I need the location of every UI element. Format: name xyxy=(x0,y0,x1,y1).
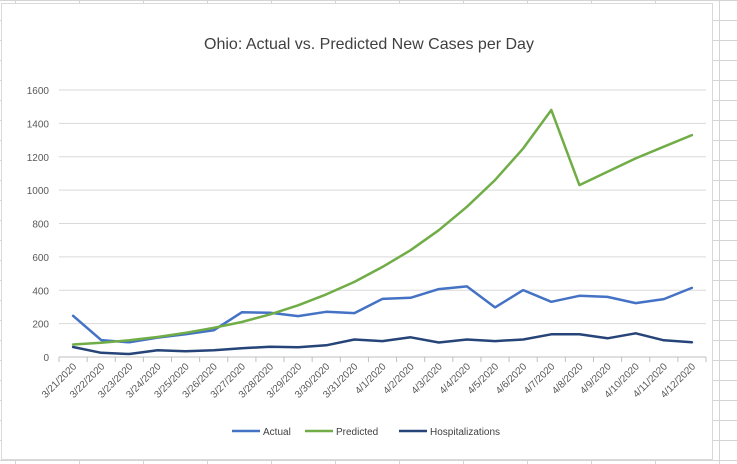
y-tick-label: 200 xyxy=(32,320,49,331)
legend-label: Predicted xyxy=(336,427,378,438)
chart-title: Ohio: Actual vs. Predicted New Cases per… xyxy=(204,36,534,53)
y-tick-label: 1400 xyxy=(27,119,50,130)
chart-area[interactable]: Ohio: Actual vs. Predicted New Cases per… xyxy=(1,3,713,460)
legend-label: Actual xyxy=(263,427,291,438)
x-axis-tick-labels: 3/21/20203/22/20203/23/20203/24/20203/25… xyxy=(40,361,698,401)
line-chart: Ohio: Actual vs. Predicted New Cases per… xyxy=(27,36,707,438)
y-tick-label: 1200 xyxy=(27,153,50,164)
x-axis xyxy=(58,356,707,362)
series-lines xyxy=(71,108,694,356)
y-tick-label: 1600 xyxy=(27,86,50,97)
series-line-hospitalizations xyxy=(71,332,694,356)
legend-label: Hospitalizations xyxy=(430,427,500,438)
y-axis-tick-labels: 0 200 400 600 800 1000 1200 1400 1600 xyxy=(27,86,50,364)
y-tick-label: 1000 xyxy=(27,186,50,197)
gridlines xyxy=(59,89,706,325)
y-tick-label: 600 xyxy=(32,253,49,264)
y-tick-label: 800 xyxy=(32,220,49,231)
y-tick-label: 400 xyxy=(32,286,49,297)
y-tick-label: 0 xyxy=(43,353,49,364)
series-line-predicted xyxy=(71,108,694,346)
legend: Actual Predicted Hospitalizations xyxy=(232,427,500,438)
series-line-actual xyxy=(71,285,694,344)
